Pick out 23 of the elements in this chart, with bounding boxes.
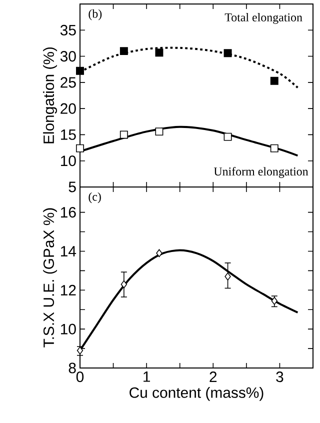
x-tick-label: 3 — [276, 372, 284, 382]
y-tick-label: 30 — [60, 50, 76, 62]
legend-label: Total elongation — [224, 13, 302, 24]
y-axis-title: Elongation (%) — [43, 47, 57, 144]
annotation: (c) — [88, 192, 101, 204]
y-tick-label: 14 — [61, 246, 76, 256]
legend-label: Uniform elongation — [214, 166, 308, 178]
y-tick-label: 35 — [60, 24, 76, 36]
y-tick-label: 10 — [61, 324, 76, 334]
x-axis-title: Cu content (mass%) — [130, 386, 264, 401]
y-tick-label: 8 — [68, 362, 76, 374]
y-tick-label: 16 — [61, 207, 76, 218]
y-axis-title: T.S.X U.E. (GPaX %) — [43, 208, 58, 348]
x-tick-label: 2 — [210, 372, 217, 382]
x-tick-label: 0 — [76, 372, 84, 382]
y-tick-label: 20 — [60, 103, 76, 114]
annotation: (b) — [88, 9, 102, 20]
y-tick-label: 25 — [60, 77, 76, 88]
y-tick-label: 5 — [68, 182, 76, 192]
y-tick-label: 15 — [61, 130, 76, 140]
x-tick-label: 1 — [144, 372, 150, 382]
y-tick-label: 10 — [61, 156, 76, 166]
y-tick-label: 12 — [61, 284, 76, 296]
